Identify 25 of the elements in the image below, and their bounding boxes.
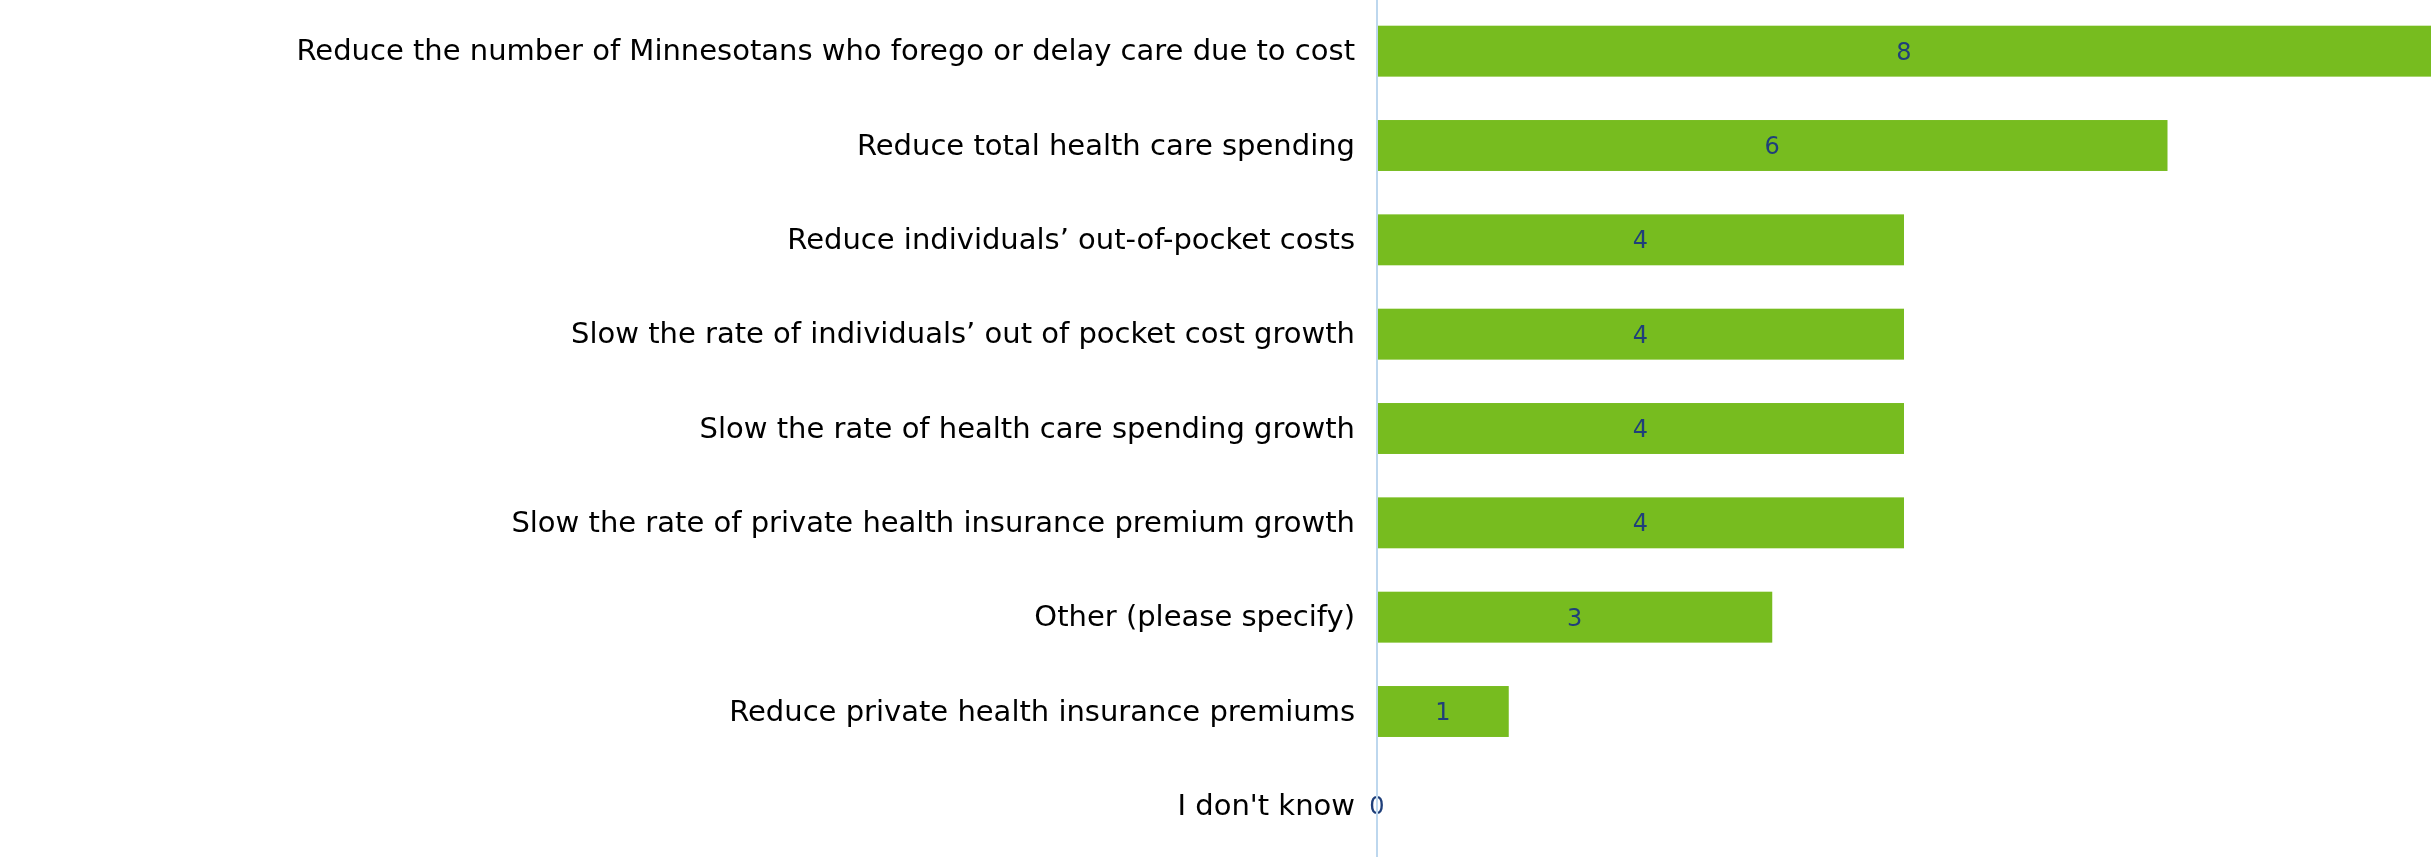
- data-label: 4: [1632, 414, 1649, 443]
- y-tick-label: I don't know: [1177, 788, 1355, 823]
- y-tick-label: Reduce the number of Minnesotans who forego or delay care due to cost: [296, 33, 1355, 68]
- bar: [1377, 686, 1509, 737]
- y-tick-label: Slow the rate of individuals’ out of pocket cost growth: [571, 316, 1355, 351]
- data-label: 4: [1632, 226, 1649, 255]
- bar: [1377, 214, 1904, 266]
- bar: [1377, 497, 1904, 549]
- data-label: 4: [1632, 320, 1649, 349]
- y-tick-label: Slow the rate of private health insurance premium growth: [511, 505, 1355, 540]
- y-tick-label: Slow the rate of health care spending growth: [699, 410, 1355, 445]
- y-tick-label: Other (please specify): [1034, 599, 1355, 634]
- data-label: 8: [1896, 37, 1912, 66]
- data-label: 6: [1764, 131, 1780, 160]
- data-label: 4: [1632, 509, 1649, 538]
- bar: [1377, 25, 2431, 77]
- bar: [1377, 403, 1904, 454]
- data-label: 1: [1435, 697, 1451, 726]
- data-label: 3: [1566, 603, 1583, 632]
- bar: [1377, 308, 1904, 360]
- bar: [1377, 591, 1773, 643]
- y-tick-label: Reduce private health insurance premiums: [729, 693, 1355, 728]
- y-tick-label: Reduce total health care spending: [856, 127, 1355, 162]
- bar: [1377, 120, 2168, 171]
- y-tick-label: Reduce individuals’ out-of-pocket costs: [787, 222, 1355, 257]
